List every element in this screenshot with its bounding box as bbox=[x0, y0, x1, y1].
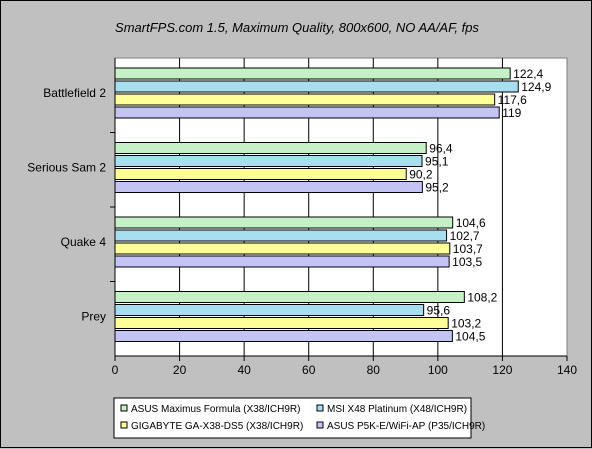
x-tick-label: 20 bbox=[173, 363, 187, 377]
x-tick-label: 60 bbox=[302, 363, 316, 377]
data-label: 117,6 bbox=[498, 93, 527, 107]
data-label: 90,2 bbox=[409, 168, 433, 182]
data-label: 104,6 bbox=[456, 216, 486, 230]
x-tick-label: 100 bbox=[428, 363, 448, 377]
legend-entry: ASUS P5K-E/WiFi-AP (P35/ICH9R) bbox=[327, 421, 485, 432]
data-label: 103,7 bbox=[453, 242, 483, 256]
legend-box bbox=[113, 397, 472, 439]
data-label: 95,2 bbox=[425, 181, 449, 195]
bar bbox=[114, 67, 511, 80]
category-label: Prey bbox=[81, 310, 106, 324]
data-label: 119 bbox=[502, 106, 521, 120]
bar bbox=[114, 216, 454, 229]
data-label: 96,4 bbox=[429, 142, 453, 156]
bar bbox=[114, 330, 453, 342]
bar bbox=[114, 80, 519, 93]
bar bbox=[114, 155, 423, 167]
bar bbox=[114, 242, 451, 255]
bar bbox=[114, 181, 423, 193]
data-label: 103,5 bbox=[452, 255, 482, 269]
legend-swatch bbox=[316, 421, 324, 429]
data-label: 122,4 bbox=[513, 67, 543, 81]
data-label: 104,5 bbox=[455, 330, 485, 344]
x-tick-label: 140 bbox=[557, 363, 577, 377]
legend-swatch bbox=[120, 421, 128, 429]
bar bbox=[114, 304, 425, 316]
bar bbox=[114, 291, 465, 303]
data-label: 124,9 bbox=[521, 80, 551, 94]
data-label: 102,7 bbox=[450, 229, 480, 243]
bar bbox=[114, 317, 449, 329]
bar bbox=[114, 106, 500, 119]
legend-entry: GIGABYTE GA-X38-DS5 (X38/ICH9R) bbox=[131, 421, 303, 432]
bar bbox=[114, 142, 427, 154]
x-tick-label: 40 bbox=[237, 363, 251, 377]
category-label: Serious Sam 2 bbox=[27, 161, 106, 175]
x-tick-label: 120 bbox=[492, 363, 512, 377]
data-label: 108,2 bbox=[467, 291, 497, 305]
bar bbox=[114, 255, 450, 268]
chart-title: SmartFPS.com 1.5, Maximum Quality, 800x6… bbox=[115, 20, 479, 35]
legend-entry: ASUS Maximus Formula (X38/ICH9R) bbox=[131, 404, 300, 415]
category-label: Battlefield 2 bbox=[43, 86, 106, 100]
x-tick-label: 0 bbox=[112, 363, 119, 377]
legend: ASUS Maximus Formula (X38/ICH9R) MSI X48 … bbox=[113, 397, 485, 439]
legend-swatch bbox=[316, 404, 324, 412]
data-label: 95,1 bbox=[425, 155, 449, 169]
legend-entry: MSI X48 Platinum (X48/ICH9R) bbox=[327, 404, 467, 415]
legend-swatch bbox=[120, 404, 128, 412]
data-label: 95,6 bbox=[427, 304, 451, 318]
category-label: Quake 4 bbox=[61, 235, 107, 249]
data-label: 103,2 bbox=[451, 317, 481, 331]
bar bbox=[114, 229, 448, 242]
bar bbox=[114, 168, 407, 180]
bar bbox=[114, 93, 496, 106]
x-tick-label: 80 bbox=[367, 363, 381, 377]
